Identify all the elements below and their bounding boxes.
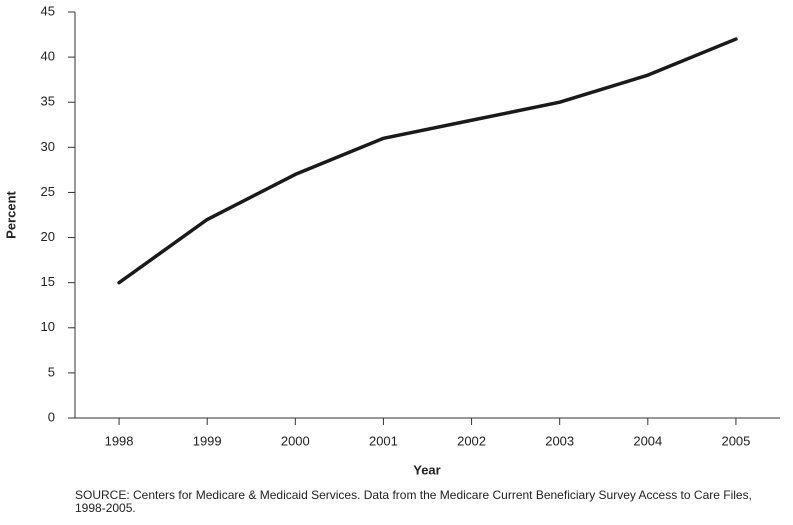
y-tick-label: 40 (41, 49, 55, 64)
y-tick-label: 35 (41, 94, 55, 109)
y-tick-label: 10 (41, 319, 55, 334)
y-tick-label: 0 (48, 409, 55, 424)
y-tick-label: 25 (41, 184, 55, 199)
y-tick-label: 20 (41, 229, 55, 244)
x-tick-label: 2005 (721, 433, 750, 448)
y-tick-label: 5 (48, 364, 55, 379)
y-axis-title: Percent (3, 190, 18, 238)
y-tick-label: 15 (41, 274, 55, 289)
chart: Year Percent 0 5 10 15 20 25 30 35 40 45 1998 1999 2… (3, 3, 780, 477)
x-tick-label: 1998 (105, 433, 134, 448)
x-tick-label: 2001 (369, 433, 398, 448)
y-tick-label: 30 (41, 139, 55, 154)
x-tick-label: 2002 (457, 433, 486, 448)
x-tick-label: 2003 (545, 433, 574, 448)
x-tick-label: 2004 (633, 433, 662, 448)
x-tick-label: 2000 (281, 433, 310, 448)
x-axis-title: Year (413, 462, 440, 477)
x-tick-label: 1999 (193, 433, 222, 448)
source-note: SOURCE: Centers for Medicare & Medicaid … (75, 488, 752, 515)
data-line (117, 37, 738, 285)
y-tick-label: 45 (41, 3, 55, 18)
